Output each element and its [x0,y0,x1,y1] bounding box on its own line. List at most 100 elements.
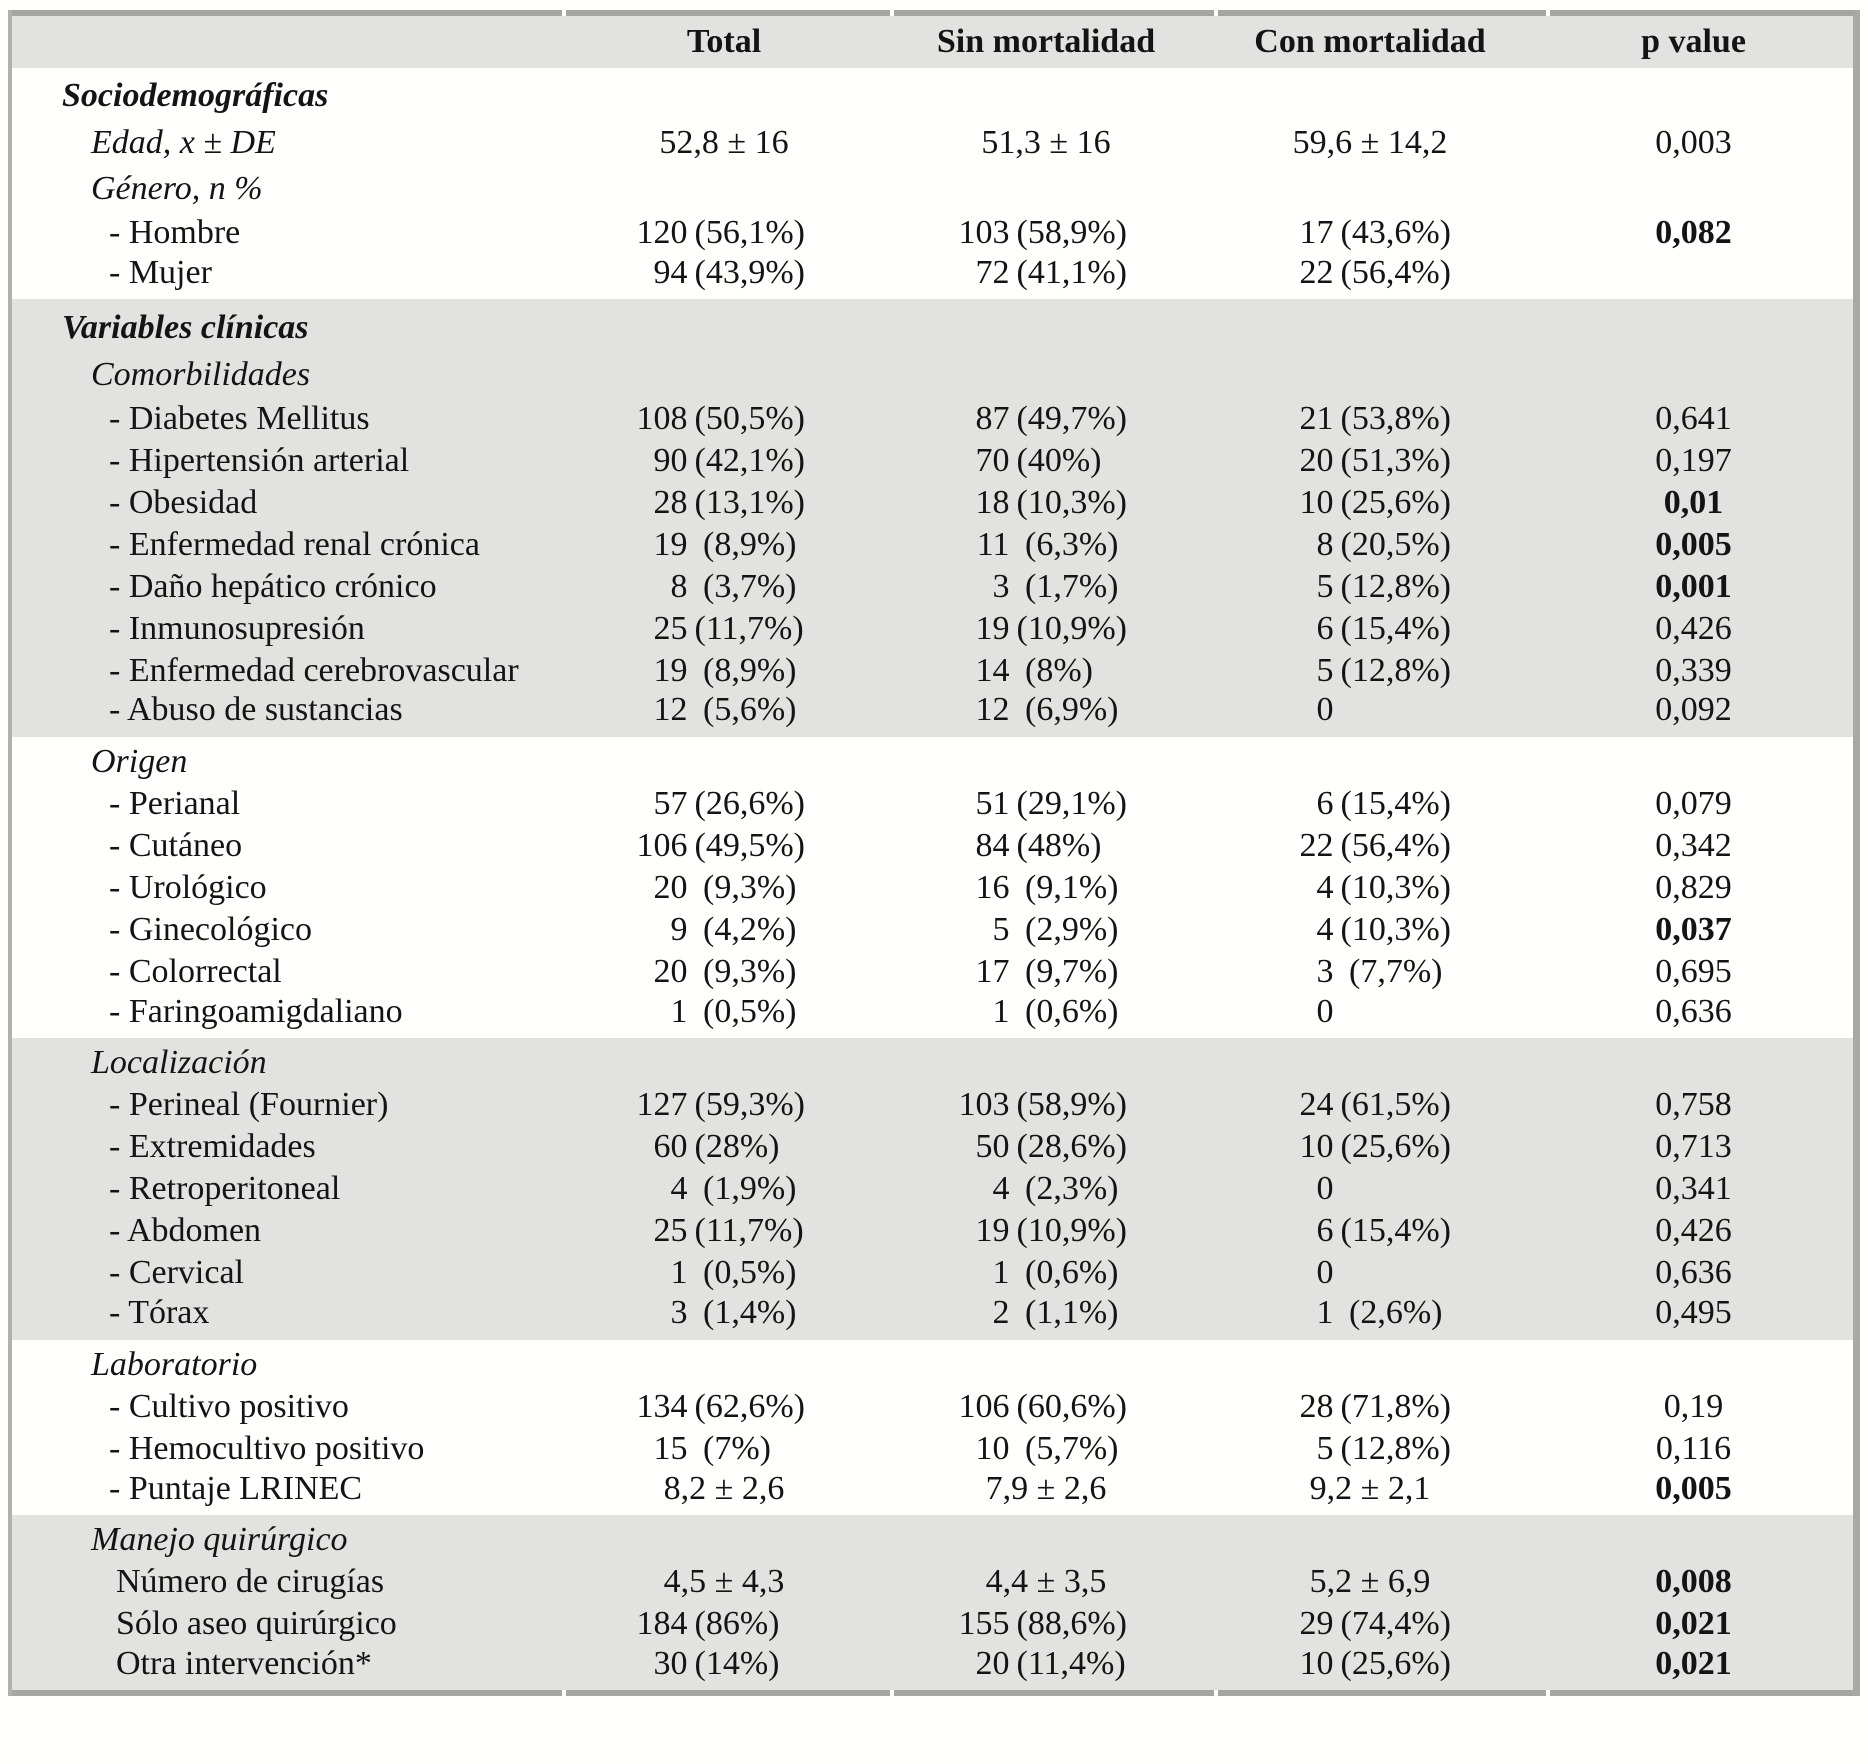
cell-total: 108 (50,5%) [562,397,886,440]
value-pair: 22 (56,4%) [1299,827,1451,865]
row-label: - Urológico [12,866,562,909]
cell-con-mortalidad: 20 (51,3%) [1206,439,1534,482]
value-pair: 94 (43,9%) [653,254,805,291]
cell-sin-mortalidad: 10 (5,7%) [886,1427,1206,1470]
cell-con-mortalidad: 0 [1206,691,1534,737]
cell-p-value [1534,736,1853,783]
value-pair: 184 (86%) [636,1605,780,1643]
cell-p-value: 0,197 [1534,439,1853,482]
value-pair: 127 (59,3%) [636,1086,805,1124]
value-pair: 3 (7,7%) [1316,953,1443,991]
cell-total: 8 (3,7%) [562,565,886,608]
table-header: Total Sin mortalidad Con mortalidad p va… [12,16,1853,68]
cell-p-value: 0,426 [1534,1210,1853,1253]
table-row: - Enfermedad cerebrovascular 19 (8,9%) 14 … [12,649,1853,692]
cell-total: 25 (11,7%) [562,607,886,650]
cell-total: 20 (9,3%) [562,866,886,909]
table-row: - Cervical 1 (0,5%) 1 (0,6%) 0 0,636 [12,1252,1853,1295]
cell-con-mortalidad [1206,351,1534,398]
row-label: - Obesidad [12,481,562,524]
value-pair: 70 (40%) [975,441,1102,479]
cell-sin-mortalidad: 1 (0,6%) [886,992,1206,1039]
value-pair: 10 (25,6%) [1299,483,1451,521]
cell-sin-mortalidad: 5 (2,9%) [886,908,1206,951]
cell-total: 127 (59,3%) [562,1084,886,1127]
value-pair: 1 (0,5%) [670,992,797,1030]
row-label: - Ginecológico [12,908,562,951]
value-pair: 103 (58,9%) [958,1086,1127,1124]
row-label: - Enfermedad renal crónica [12,523,562,566]
cell-sin-mortalidad: 50 (28,6%) [886,1126,1206,1169]
value-pair: 87 (49,7%) [975,399,1127,437]
cell-p-value: 0,005 [1534,1469,1853,1515]
row-label: - Diabetes Mellitus [12,397,562,440]
value-pair: 0 [1316,1254,1334,1292]
column-header-blank [12,16,562,68]
cell-sin-mortalidad: 103 (58,9%) [886,212,1206,254]
cell-con-mortalidad: 0 [1206,992,1534,1039]
cell-p-value: 0,713 [1534,1126,1853,1169]
cell-total: 1 (0,5%) [562,1252,886,1295]
cell-total: 20 (9,3%) [562,950,886,993]
cell-total [562,351,886,398]
value-pair: 4 (10,3%) [1316,869,1451,907]
cell-con-mortalidad [1206,736,1534,783]
row-label: Laboratorio [12,1339,562,1386]
row-label: - Faringoamigdaliano [12,992,562,1039]
cell-total: 134 (62,6%) [562,1385,886,1428]
table-row: - Perineal (Fournier) 127 (59,3%) 103 (58,9%… [12,1084,1853,1127]
value-pair: 20 (9,3%) [653,869,797,907]
cell-p-value: 0,342 [1534,824,1853,867]
cell-total: 30 (14%) [562,1644,886,1691]
cell-total: 1 (0,5%) [562,992,886,1039]
cell-sin-mortalidad: 84 (48%) [886,824,1206,867]
value-pair: 15 (7%) [653,1429,771,1467]
value-pair: 1 (0,6%) [992,1254,1119,1292]
table-row: - Retroperitoneal 4 (1,9%) 4 (2,3%) 0 0,341 [12,1168,1853,1211]
cell-sin-mortalidad: 19 (10,9%) [886,607,1206,650]
cell-total: 19 (8,9%) [562,523,886,566]
table-row: - Abuso de sustancias 12 (5,6%) 12 (6,9%) 0… [12,691,1853,737]
cell-p-value [1534,1514,1853,1561]
cell-p-value: 0,829 [1534,866,1853,909]
value-pair: 19 (8,9%) [653,525,797,563]
table-row: - Perianal 57 (26,6%) 51 (29,1%) 6 (15,4%) 0,07… [12,782,1853,825]
cell-p-value: 0,021 [1534,1644,1853,1691]
value-pair: 28 (71,8%) [1299,1387,1451,1425]
value-pair: 84 (48%) [975,827,1102,865]
row-label: - Perineal (Fournier) [12,1084,562,1127]
row-label: Origen [12,736,562,783]
cell-con-mortalidad [1206,166,1534,212]
cell-p-value: 0,01 [1534,481,1853,524]
table-row: Género, n % [12,166,1853,212]
value-pair: 10 (5,7%) [975,1429,1119,1467]
table-frame: Total Sin mortalidad Con mortalidad p va… [8,10,1860,1697]
row-label: - Extremidades [12,1126,562,1169]
value-pair: 6 (15,4%) [1316,1212,1451,1250]
table-row: - Tórax 3 (1,4%) 2 (1,1%) 1 (2,6%) 0,495 [12,1294,1853,1340]
cell-con-mortalidad: 5 (12,8%) [1206,565,1534,608]
cell-sin-mortalidad: 51,3 ± 16 [886,120,1206,166]
cell-con-mortalidad [1206,1038,1534,1085]
cell-sin-mortalidad: 51 (29,1%) [886,782,1206,825]
row-label: Edad, x ± DE [12,120,562,166]
value-pair: 20 (51,3%) [1299,441,1451,479]
table-row: Comorbilidades [12,351,1853,398]
value-pair: 12 (5,6%) [653,691,797,729]
table-row: - Hemocultivo positivo 15 (7%) 10 (5,7%) 5(… [12,1427,1853,1470]
row-label: Localización [12,1038,562,1085]
value-pair: 60 (28%) [653,1128,780,1166]
table-row: - Abdomen 25 (11,7%) 19 (10,9%) 6 (15,4%) 0,426 [12,1210,1853,1253]
value-pair: 1 (0,5%) [670,1254,797,1292]
value-pair: 72 (41,1%) [975,254,1127,291]
row-label: Sociodemográficas [12,68,562,120]
cell-total [562,299,886,352]
section-laboratorio: Laboratorio - Cultivo positivo 134 (62,6%) 1… [12,1339,1853,1515]
value-pair: 11 (6,3%) [976,525,1119,563]
cell-sin-mortalidad [886,1514,1206,1561]
cell-sin-mortalidad: 4 (2,3%) [886,1168,1206,1211]
table-row: Manejo quirúrgico [12,1514,1853,1561]
cell-p-value: 0,092 [1534,691,1853,737]
row-label: - Puntaje LRINEC [12,1469,562,1515]
table-row: Sólo aseo quirúrgico 184 (86%) 155 (88,6%) 29… [12,1602,1853,1645]
